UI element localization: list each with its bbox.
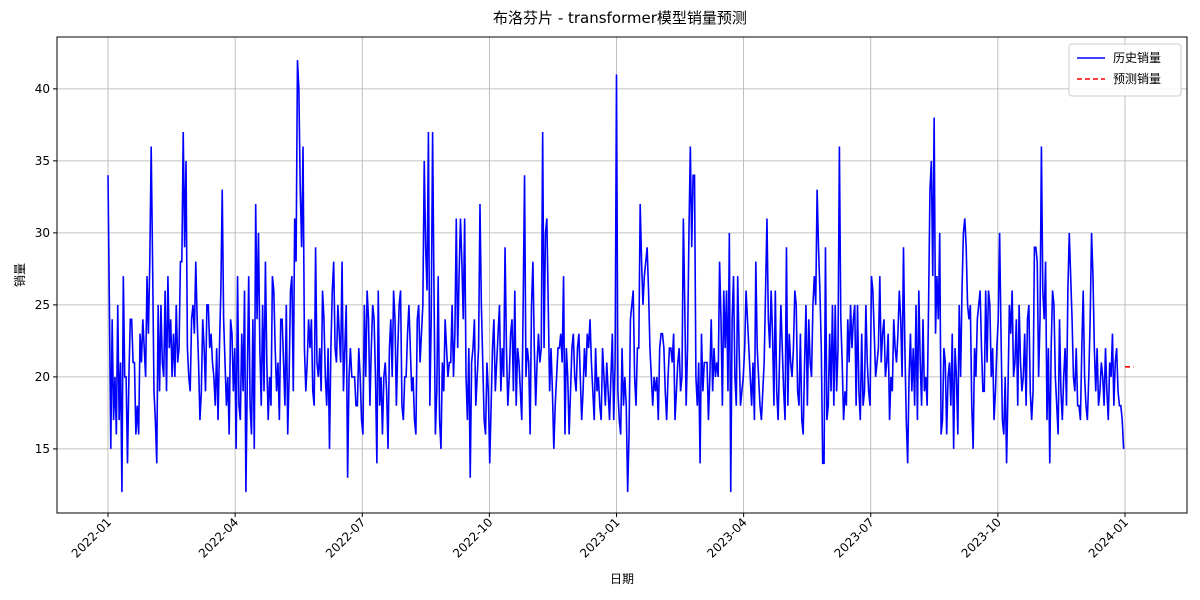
y-tick-label: 30 [35, 226, 50, 240]
legend-label: 历史销量 [1113, 51, 1161, 65]
y-tick-label: 35 [35, 154, 50, 168]
x-tick-label: 2022-07 [323, 515, 368, 560]
x-tick-label: 2022-10 [450, 515, 495, 560]
plot-frame [56, 36, 1188, 514]
y-axis-label: 销量 [13, 263, 27, 287]
x-tick-label: 2023-07 [832, 515, 877, 560]
x-axis-label: 日期 [610, 572, 634, 586]
y-tick-label: 20 [35, 370, 50, 384]
chart-title: 布洛芬片 - transformer模型销量预测 [493, 9, 747, 27]
x-tick-label: 2023-01 [577, 515, 622, 560]
series-line [107, 60, 1125, 493]
x-tick-label: 2022-01 [69, 515, 114, 560]
legend-box [1068, 43, 1182, 97]
y-tick-label: 15 [35, 442, 50, 456]
x-tick-label: 2023-04 [704, 515, 749, 560]
x-tick-label: 2022-04 [196, 515, 241, 560]
y-tick-label: 25 [35, 298, 50, 312]
y-tick-label: 40 [35, 82, 50, 96]
x-tick-label: 2023-10 [959, 515, 1004, 560]
legend-label: 预测销量 [1113, 72, 1161, 86]
x-tick-label: 2024-01 [1086, 515, 1131, 560]
